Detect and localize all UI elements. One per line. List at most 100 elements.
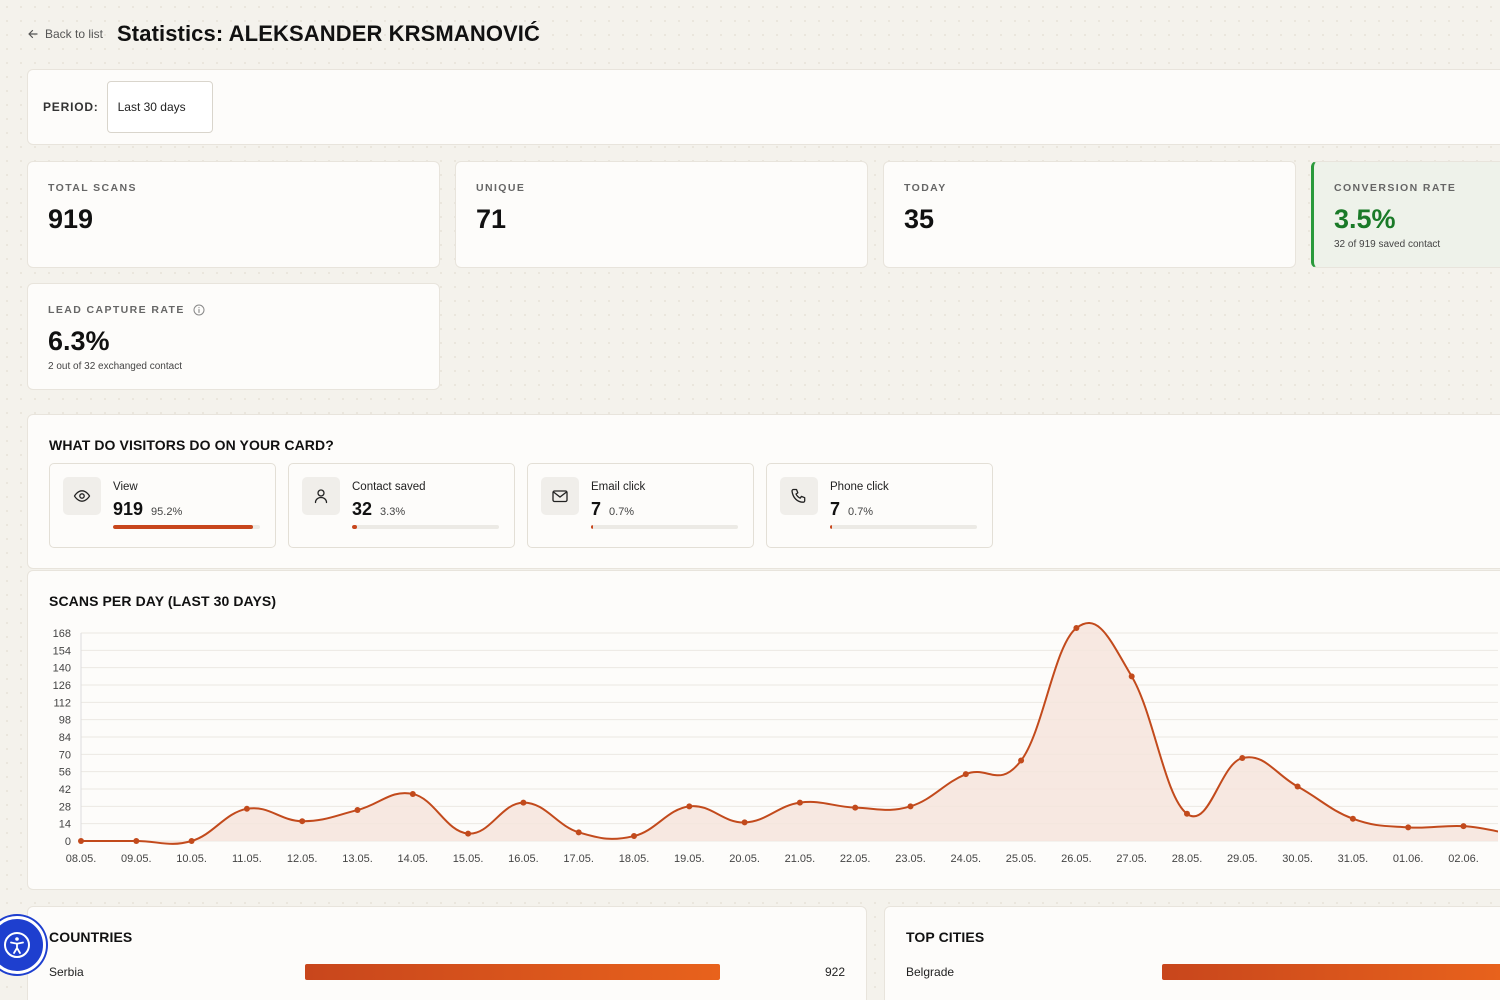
data-point (796, 799, 803, 806)
y-tick-label: 168 (53, 628, 71, 640)
x-tick-label: 02.06. (1448, 853, 1479, 865)
city-name: Belgrade (906, 965, 955, 979)
data-point (962, 771, 969, 778)
eye-icon (73, 490, 91, 502)
lead-capture-label-row: LEAD CAPTURE RATE (48, 304, 419, 316)
action-tile-view: View 919 95.2% (49, 463, 276, 548)
action-icon-box (780, 477, 818, 515)
action-percent: 0.7% (848, 506, 874, 518)
y-tick-label: 42 (59, 784, 71, 796)
series-area (81, 623, 1498, 844)
x-tick-label: 08.05. (66, 853, 97, 865)
scans-per-day-chart: 0 14 28 42 56 70 84 98 112 126 140 154 168 08.05. 09.0… (53, 622, 1498, 865)
data-point (1073, 625, 1080, 632)
lead-capture-card: LEAD CAPTURE RATE 6.3% 2 out of 32 excha… (27, 283, 440, 390)
series-line (81, 622, 1498, 845)
visitor-actions-title: WHAT DO VISITORS DO ON YOUR CARD? (49, 437, 334, 453)
data-point (686, 803, 693, 810)
data-point (852, 804, 859, 811)
y-tick-label: 56 (59, 767, 71, 779)
x-tick-label: 24.05. (951, 853, 982, 865)
data-point (520, 799, 527, 806)
back-to-list-link[interactable]: Back to list (27, 27, 103, 41)
country-bar-fill (305, 964, 720, 980)
action-progress-fill (830, 525, 833, 529)
today-value: 35 (904, 204, 935, 234)
today-card: TODAY 35 (883, 161, 1296, 268)
action-label: Contact saved (352, 481, 426, 493)
x-tick-label: 25.05. (1006, 853, 1037, 865)
user-icon (314, 489, 328, 504)
data-point (631, 833, 637, 840)
conversion-rate-label: CONVERSION RATE (1334, 182, 1457, 194)
x-tick-label: 27.05. (1116, 853, 1147, 865)
accessibility-button[interactable] (0, 916, 46, 974)
y-tick-label: 84 (59, 732, 71, 744)
action-icon-box (302, 477, 340, 515)
lead-capture-label: LEAD CAPTURE RATE (48, 304, 185, 316)
data-point (1294, 783, 1301, 790)
conversion-rate-card: CONVERSION RATE 3.5% 32 of 919 saved con… (1311, 161, 1500, 268)
scans-per-day-card: SCANS PER DAY (LAST 30 DAYS) 0 14 28 42 56 70… (27, 570, 1500, 890)
data-point (188, 838, 195, 844)
visitor-actions-card: WHAT DO VISITORS DO ON YOUR CARD? View 9… (27, 414, 1500, 569)
y-tick-label: 14 (59, 819, 71, 831)
visitor-actions-row: View 919 95.2% Contact saved 32 3.3% (49, 463, 1495, 548)
action-label: Phone click (830, 481, 889, 493)
x-tick-label: 14.05. (398, 853, 429, 865)
data-point (354, 807, 361, 814)
x-tick-label: 22.05. (840, 853, 871, 865)
action-progress-fill (352, 525, 357, 529)
total-scans-value: 919 (48, 204, 94, 234)
x-tick-label: 16.05. (508, 853, 539, 865)
data-point (1184, 810, 1190, 817)
x-tick-label: 15.05. (453, 853, 484, 865)
x-tick-label: 13.05. (342, 853, 373, 865)
action-value: 7 (591, 499, 602, 519)
data-point (1239, 755, 1246, 762)
action-progress-fill (591, 525, 594, 529)
x-tick-label: 10.05. (176, 853, 207, 865)
city-bar-fill (1162, 964, 1500, 980)
action-icon-box (541, 477, 579, 515)
mail-icon (552, 490, 568, 503)
x-tick-label: 20.05. (729, 853, 760, 865)
action-progress-bar (113, 525, 260, 529)
data-point (78, 838, 84, 844)
x-tick-label: 17.05. (563, 853, 594, 865)
action-progress-fill (113, 525, 253, 529)
data-point (907, 803, 914, 810)
x-tick-label: 12.05. (287, 853, 318, 865)
lead-capture-sub: 2 out of 32 exchanged contact (48, 361, 182, 372)
unique-card: UNIQUE 71 (455, 161, 868, 268)
conversion-rate-sub: 32 of 919 saved contact (1334, 239, 1441, 250)
x-tick-label: 26.05. (1061, 853, 1092, 865)
city-row: Belgrade (906, 964, 1500, 980)
data-point (1018, 757, 1025, 764)
country-count: 922 (825, 965, 846, 979)
data-point (1128, 673, 1135, 680)
cities-title: TOP CITIES (906, 929, 985, 945)
data-point (465, 830, 472, 837)
data-point (299, 818, 306, 825)
city-bar-track (1162, 964, 1500, 980)
today-label: TODAY (904, 182, 947, 194)
accessibility-icon (4, 932, 30, 958)
action-tile-phone-click: Phone click 7 0.7% (766, 463, 993, 548)
period-select[interactable]: Last 30 days (106, 81, 213, 133)
conversion-rate-value: 3.5% (1334, 204, 1396, 234)
info-icon[interactable] (193, 304, 205, 316)
data-point (409, 790, 416, 797)
period-label: PERIOD: (43, 100, 99, 114)
countries-title: COUNTRIES (49, 929, 133, 945)
lead-capture-value: 6.3% (48, 326, 110, 356)
page-header: Back to list Statistics: ALEKSANDER KRSM… (27, 18, 540, 50)
data-point (133, 838, 140, 844)
x-tick-label: 30.05. (1282, 853, 1313, 865)
data-point (1405, 824, 1412, 831)
x-tick-label: 29.05. (1227, 853, 1258, 865)
back-to-list-label: Back to list (45, 27, 104, 41)
country-name: Serbia (49, 965, 84, 979)
x-tick-label: 31.05. (1338, 853, 1369, 865)
country-row: Serbia 922 (49, 964, 845, 980)
